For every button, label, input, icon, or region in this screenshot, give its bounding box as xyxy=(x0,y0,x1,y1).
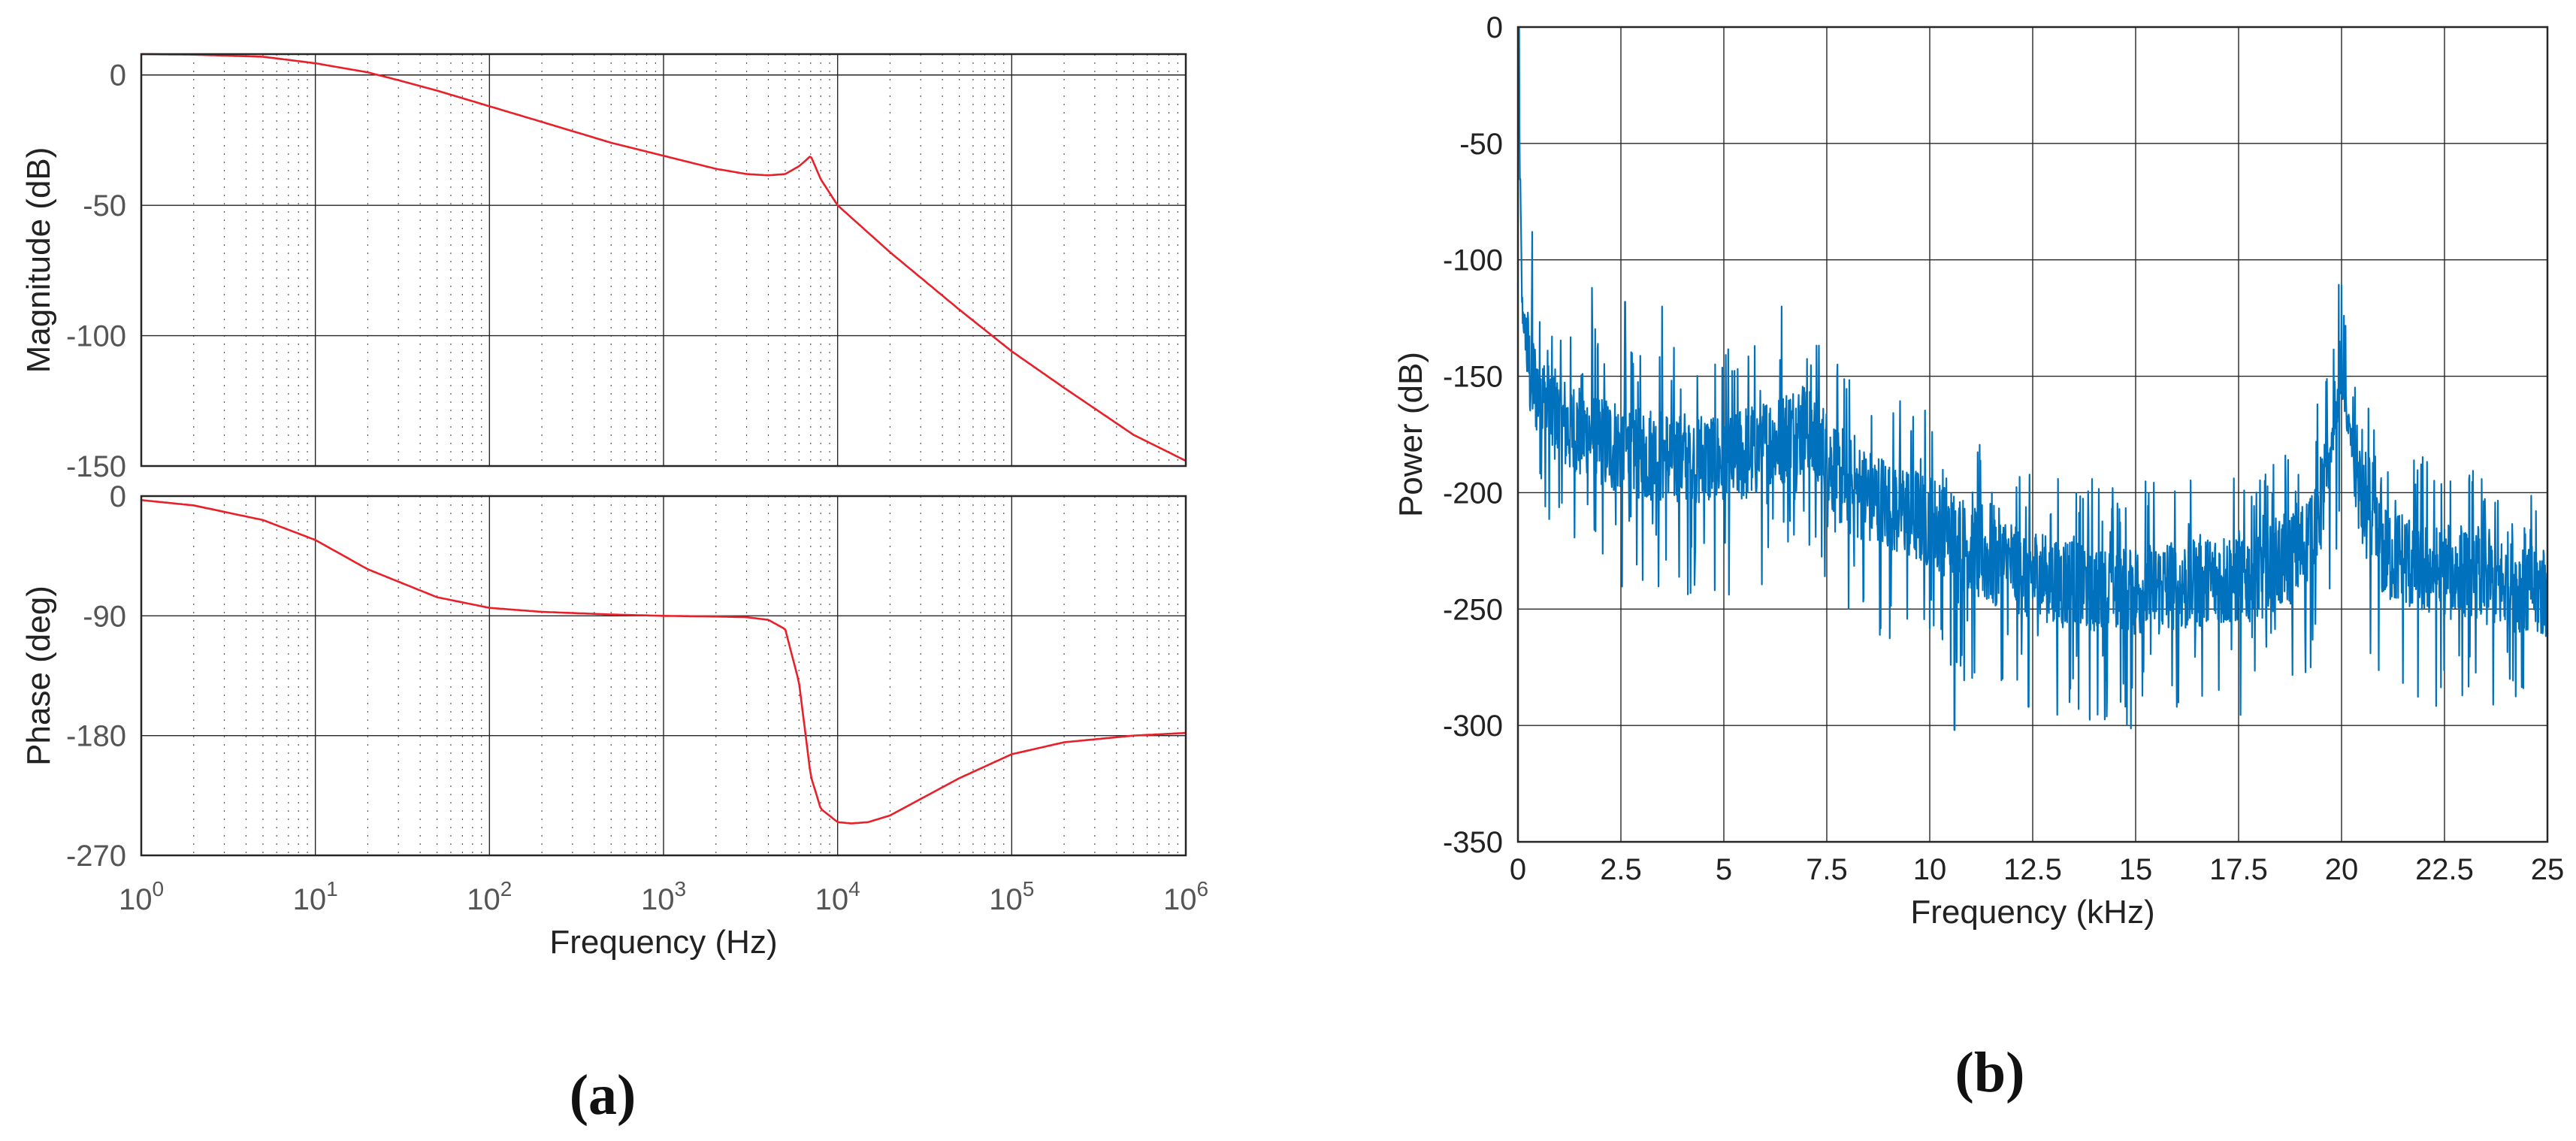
mag-y-tick-label: 0 xyxy=(110,59,126,92)
bode-x-tick-label: 105 xyxy=(989,877,1034,916)
bode-x-tick-label: 104 xyxy=(815,877,860,916)
psd-y-tick-label: -50 xyxy=(1459,128,1503,161)
power-spectrum-plot: 0 2.5 5 7.5 10 12.5 15 17.5 20 22.5 25 0 -50 -100 -150… xyxy=(1392,11,2564,931)
pha-y-tick-label: 0 xyxy=(110,480,126,513)
psd-x-tick-label: 20 xyxy=(2325,853,2359,886)
magnitude-plot-frame xyxy=(140,53,1187,468)
mag-y-tick-label: -100 xyxy=(66,320,126,353)
power-y-axis-label: Power (dB) xyxy=(1392,352,1429,517)
bode-x-tick-base: 10 xyxy=(815,883,849,916)
bode-x-tick-exp: 0 xyxy=(152,877,164,900)
bode-x-tick-label: 102 xyxy=(467,877,512,916)
bode-x-tick-label: 100 xyxy=(119,877,164,916)
pha-y-tick-label: -180 xyxy=(66,720,126,753)
psd-x-tick-label: 17.5 xyxy=(2209,853,2268,886)
bode-x-tick-base: 10 xyxy=(989,883,1023,916)
phase-plot-frame xyxy=(140,495,1187,857)
psd-x-tick-label: 2.5 xyxy=(1600,853,1642,886)
phase-series-line xyxy=(141,499,1187,825)
psd-y-tick-label: -100 xyxy=(1443,244,1503,277)
psd-y-tick-label: -350 xyxy=(1443,826,1503,859)
bode-x-tick-exp: 4 xyxy=(848,877,860,900)
psd-x-tick-label: 5 xyxy=(1716,853,1732,886)
bode-x-axis-label: Frequency (Hz) xyxy=(549,924,777,961)
psd-x-tick-label: 15 xyxy=(2119,853,2153,886)
phase-y-axis-label: Phase (deg) xyxy=(20,586,57,766)
caption-a: (a) xyxy=(570,1064,636,1127)
bode-x-tick-base: 10 xyxy=(467,883,500,916)
psd-y-tick-label: -300 xyxy=(1443,710,1503,743)
bode-x-tick-exp: 6 xyxy=(1196,877,1208,900)
bode-x-tick-exp: 3 xyxy=(674,877,686,900)
bode-x-tick-exp: 5 xyxy=(1023,877,1035,900)
bode-x-tick-base: 10 xyxy=(1163,883,1197,916)
bode-x-tick-base: 10 xyxy=(293,883,327,916)
magnitude-y-axis-label: Magnitude (dB) xyxy=(20,147,57,374)
power-plot-frame xyxy=(1516,26,2549,843)
bode-x-tick-base: 10 xyxy=(641,883,675,916)
magnitude-series-line xyxy=(141,53,1187,462)
pha-y-tick-label: -90 xyxy=(83,600,126,633)
mag-y-tick-label: -50 xyxy=(83,189,126,222)
bode-x-tick-exp: 2 xyxy=(500,877,512,900)
psd-x-tick-label: 25 xyxy=(2531,853,2565,886)
phase-plot: 0-90-180-270 Phase (deg) 100 101 102 103 104… xyxy=(20,480,1208,961)
psd-y-tick-label: 0 xyxy=(1486,11,1503,44)
bode-x-tick-label: 101 xyxy=(293,877,338,916)
pha-y-tick-label: -270 xyxy=(66,840,126,873)
bode-x-tick-label: 103 xyxy=(641,877,686,916)
caption-b: (b) xyxy=(1955,1041,2025,1104)
bode-x-tick-base: 10 xyxy=(119,883,153,916)
psd-x-tick-label: 12.5 xyxy=(2003,853,2062,886)
power-series-line xyxy=(1516,26,2549,731)
magnitude-plot: 0 -50 -100 -150 Magnitude (dB) xyxy=(20,53,1187,483)
psd-x-tick-label: 22.5 xyxy=(2415,853,2474,886)
psd-y-tick-label: -200 xyxy=(1443,477,1503,510)
psd-x-tick-label: 0 xyxy=(1510,853,1526,886)
psd-y-tick-label: -150 xyxy=(1443,361,1503,394)
mag-y-tick-label: -150 xyxy=(66,450,126,483)
psd-y-tick-label: -250 xyxy=(1443,593,1503,626)
psd-x-tick-label: 10 xyxy=(1913,853,1947,886)
bode-x-tick-label: 106 xyxy=(1163,877,1208,916)
psd-x-tick-label: 7.5 xyxy=(1806,853,1848,886)
power-x-axis-label: Frequency (kHz) xyxy=(1910,894,2154,931)
bode-x-tick-exp: 1 xyxy=(326,877,338,900)
